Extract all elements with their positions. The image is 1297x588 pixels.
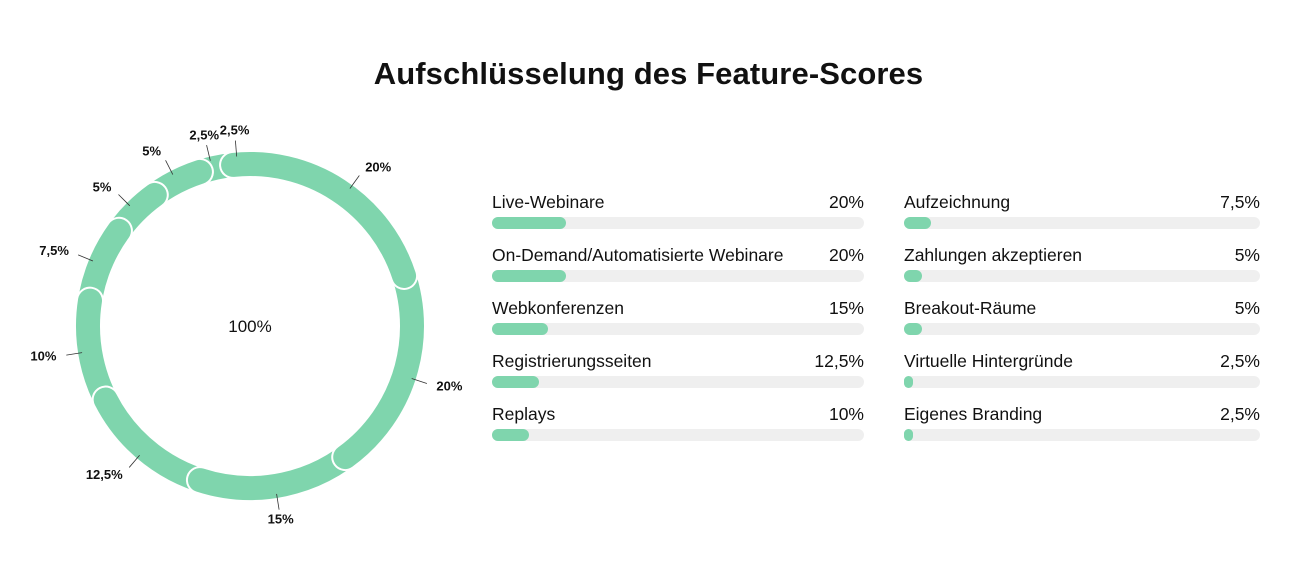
bar-fill xyxy=(492,323,548,335)
leader-line xyxy=(118,194,131,207)
slice-value-label: 5% xyxy=(93,179,112,194)
bar-fill xyxy=(904,323,922,335)
leader-line xyxy=(206,145,211,161)
feature-value: 20% xyxy=(828,245,864,265)
feature-value: 20% xyxy=(828,192,864,212)
leader-line xyxy=(78,254,94,262)
feature-label: Live-Webinare xyxy=(492,192,605,212)
feature-row: Live-Webinare 20% xyxy=(492,190,864,243)
slice-value-label: 12,5% xyxy=(86,467,123,482)
feature-label: Webkonferenzen xyxy=(492,298,624,318)
feature-row: Virtuelle Hintergründe 2,5% xyxy=(904,349,1260,402)
feature-row: Aufzeichnung 7,5% xyxy=(904,190,1260,243)
leader-line xyxy=(235,140,238,157)
chart-title: Aufschlüsselung des Feature-Scores xyxy=(373,56,924,91)
donut-segment xyxy=(221,152,417,288)
bar-track xyxy=(492,270,864,282)
bar-track xyxy=(904,376,1260,388)
slice-value-label: 2,5% xyxy=(189,127,219,142)
donut-labels: 20% 20% 15% 12,5% 10% 7,5% 5% 5% 2,5% 2,5% xyxy=(30,123,462,527)
feature-row: Breakout-Räume 5% xyxy=(904,296,1260,349)
feature-label: Zahlungen akzeptieren xyxy=(904,245,1083,265)
feature-label: Registrierungsseiten xyxy=(492,351,652,371)
feature-label: On-Demand/Automatisierte Webinare xyxy=(492,245,784,265)
feature-label: Virtuelle Hintergründe xyxy=(904,351,1073,371)
bar-track xyxy=(904,217,1260,229)
slice-value-label: 5% xyxy=(142,143,161,158)
bar-fill xyxy=(492,429,530,441)
leader-line xyxy=(411,378,428,384)
feature-value: 2,5% xyxy=(1220,351,1260,371)
slice-value-label: 7,5% xyxy=(39,243,69,258)
feature-list-left: Live-Webinare 20% On-Demand/Automatisierte… xyxy=(492,190,864,455)
feature-value: 12,5% xyxy=(814,351,864,371)
slice-value-label: 10% xyxy=(30,349,56,364)
bar-fill xyxy=(904,376,913,388)
donut-segments xyxy=(74,150,426,502)
leader-line xyxy=(128,455,140,468)
leader-line xyxy=(66,352,83,356)
bar-track xyxy=(904,429,1260,441)
slice-value-label: 2,5% xyxy=(220,123,250,138)
slice-value-label: 20% xyxy=(365,159,391,174)
feature-value: 2,5% xyxy=(1220,404,1260,424)
feature-value: 10% xyxy=(828,404,864,424)
leader-line xyxy=(165,160,174,175)
slice-value-label: 20% xyxy=(436,379,462,394)
bar-track xyxy=(492,429,864,441)
slice-value-label: 15% xyxy=(268,512,294,527)
donut-center-label: 100% xyxy=(228,317,271,336)
bar-fill xyxy=(904,217,931,229)
bar-track xyxy=(904,270,1260,282)
bar-fill xyxy=(492,217,567,229)
feature-value: 7,5% xyxy=(1220,192,1260,212)
feature-row: Replays 10% xyxy=(492,402,864,455)
bar-track xyxy=(492,217,864,229)
feature-row: Webkonferenzen 15% xyxy=(492,296,864,349)
feature-label: Replays xyxy=(492,404,556,424)
feature-label: Breakout-Räume xyxy=(904,298,1037,318)
bar-fill xyxy=(904,429,913,441)
donut-chart: 20% 20% 15% 12,5% 10% 7,5% 5% 5% 2,5% 2,5% 100% xyxy=(30,123,462,527)
feature-list-right: Aufzeichnung 7,5% Zahlungen akzeptieren 5% B… xyxy=(904,190,1260,455)
feature-value: 15% xyxy=(828,298,864,318)
bar-track xyxy=(904,323,1260,335)
feature-label: Eigenes Branding xyxy=(904,404,1043,424)
bar-fill xyxy=(492,376,539,388)
feature-label: Aufzeichnung xyxy=(904,192,1011,212)
bar-track xyxy=(492,323,864,335)
feature-row: On-Demand/Automatisierte Webinare 20% xyxy=(492,243,864,296)
leader-line xyxy=(276,493,280,510)
feature-value: 5% xyxy=(1234,245,1260,265)
bar-fill xyxy=(904,270,922,282)
leader-line xyxy=(349,175,360,189)
bar-fill xyxy=(492,270,567,282)
feature-row: Eigenes Branding 2,5% xyxy=(904,402,1260,455)
feature-value: 5% xyxy=(1234,298,1260,318)
bar-track xyxy=(492,376,864,388)
feature-row: Zahlungen akzeptieren 5% xyxy=(904,243,1260,296)
feature-row: Registrierungsseiten 12,5% xyxy=(492,349,864,402)
